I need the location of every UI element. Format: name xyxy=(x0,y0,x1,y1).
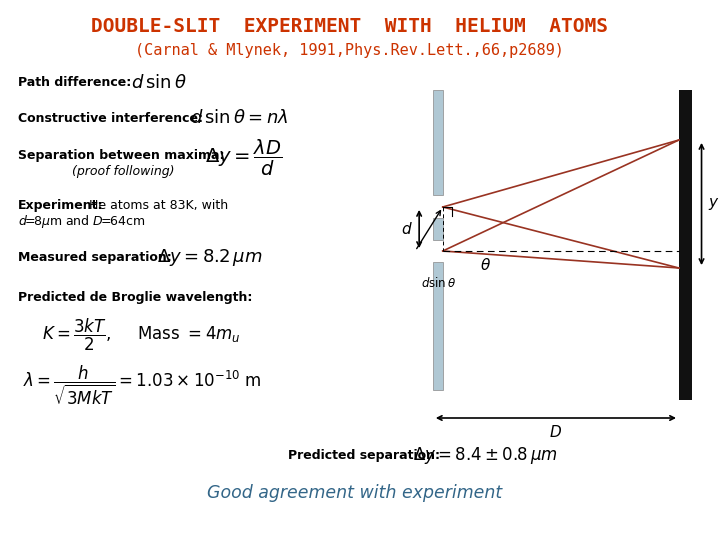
Text: Constructive interference:: Constructive interference: xyxy=(18,111,203,125)
Text: Measured separation:: Measured separation: xyxy=(18,251,171,264)
Bar xyxy=(433,90,443,195)
Bar xyxy=(679,90,692,400)
Text: DOUBLE-SLIT  EXPERIMENT  WITH  HELIUM  ATOMS: DOUBLE-SLIT EXPERIMENT WITH HELIUM ATOMS xyxy=(91,17,608,36)
Bar xyxy=(433,262,443,390)
Text: $d\sin\theta$: $d\sin\theta$ xyxy=(421,276,456,290)
Text: $y$: $y$ xyxy=(708,196,720,212)
Text: (Carnal & Mlynek, 1991,Phys.Rev.Lett.,66,p2689): (Carnal & Mlynek, 1991,Phys.Rev.Lett.,66… xyxy=(135,43,564,57)
Text: $\theta$: $\theta$ xyxy=(480,257,491,273)
Text: $d\,\sin\theta$: $d\,\sin\theta$ xyxy=(131,74,186,92)
Text: $\lambda = \dfrac{h}{\sqrt{3MkT}} = 1.03\times10^{-10}$ m: $\lambda = \dfrac{h}{\sqrt{3MkT}} = 1.03… xyxy=(22,363,261,407)
Text: Predicted de Broglie wavelength:: Predicted de Broglie wavelength: xyxy=(18,292,252,305)
Text: $D$: $D$ xyxy=(549,424,562,440)
Text: $d\!\!=\!\!8\mu$m and $D\!\!=\!\!64$cm: $d\!\!=\!\!8\mu$m and $D\!\!=\!\!64$cm xyxy=(18,213,145,231)
Text: $\Delta y = 8.2\,\mu m$: $\Delta y = 8.2\,\mu m$ xyxy=(158,246,263,267)
Bar xyxy=(433,218,443,240)
Text: $\Delta y = \dfrac{\lambda D}{d}$: $\Delta y = \dfrac{\lambda D}{d}$ xyxy=(204,138,282,178)
Text: Separation between maxima:: Separation between maxima: xyxy=(18,148,224,161)
Text: (proof following): (proof following) xyxy=(72,165,174,179)
Text: Good agreement with experiment: Good agreement with experiment xyxy=(207,484,502,502)
Text: Experiment:: Experiment: xyxy=(18,199,103,212)
Text: $\Delta y = 8.4\pm0.8\,\mu m$: $\Delta y = 8.4\pm0.8\,\mu m$ xyxy=(413,446,558,467)
Text: $d\,\sin\theta = n\lambda$: $d\,\sin\theta = n\lambda$ xyxy=(190,109,288,127)
Text: $d$: $d$ xyxy=(400,221,413,237)
Text: Predicted separation:: Predicted separation: xyxy=(288,449,441,462)
Text: He atoms at 83K, with: He atoms at 83K, with xyxy=(89,199,228,212)
Text: $K = \dfrac{3kT}{2}$,     Mass $= 4m_u$: $K = \dfrac{3kT}{2}$, Mass $= 4m_u$ xyxy=(42,317,241,353)
Text: Path difference:: Path difference: xyxy=(18,77,131,90)
